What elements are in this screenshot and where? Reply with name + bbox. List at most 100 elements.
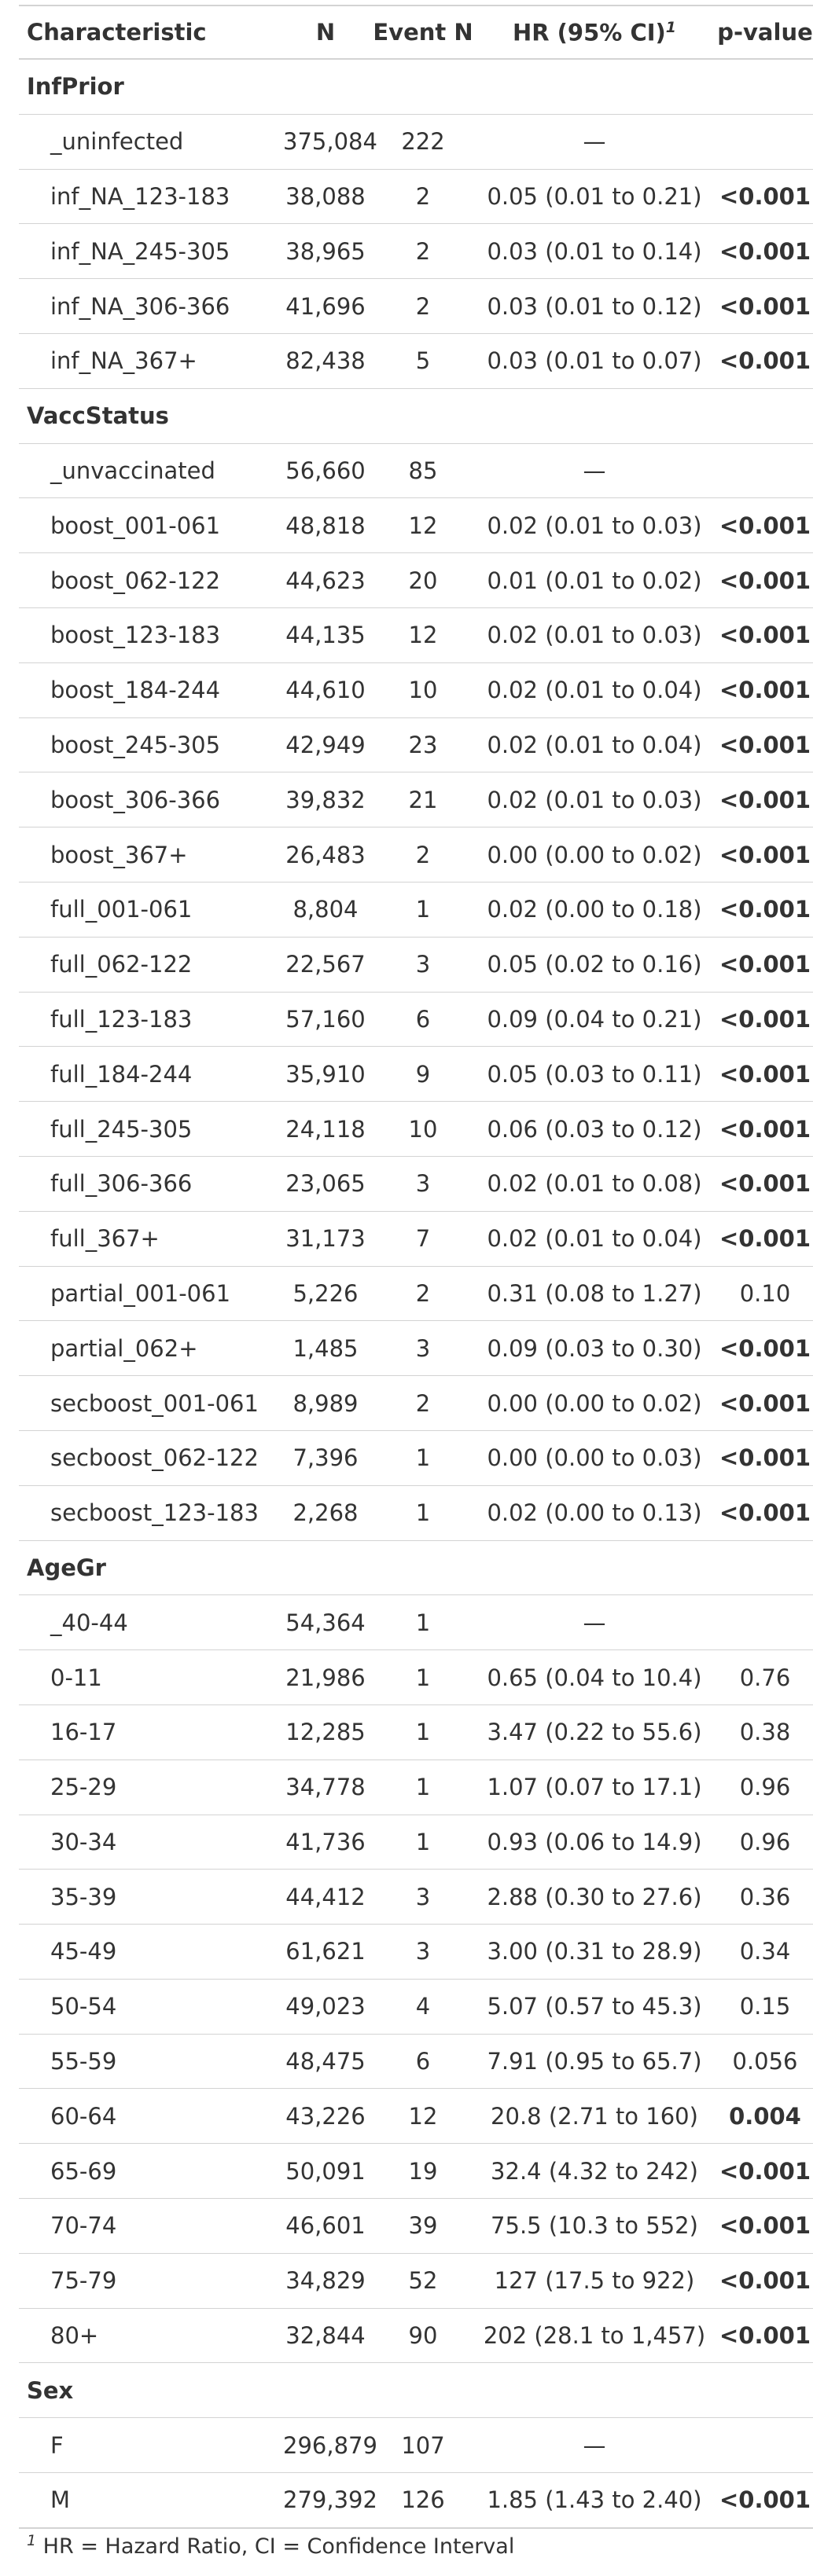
row-p-value: <0.001 [711,1485,813,1541]
row-hr: 5.07 (0.57 to 45.3) [478,1979,711,2035]
row-label: inf_NA_245-305 [19,223,283,280]
row-label: secboost_123-183 [19,1485,283,1541]
row-label: 75-79 [19,2253,283,2309]
table-row: 80+ 32,844 90 202 (28.1 to 1,457) <0.001 [19,2308,813,2364]
row-hr: 0.02 (0.01 to 0.04) [478,717,711,773]
row-n: 41,736 [283,1815,368,1870]
row-p-value: <0.001 [711,1320,813,1377]
row-event-n: 12 [368,607,478,663]
row-n: 57,160 [283,992,368,1048]
row-n: 48,818 [283,497,368,554]
row-event-n: 3 [368,937,478,993]
row-event-n: 3 [368,1924,478,1980]
row-event-n: 2 [368,223,478,280]
table-row: partial_062+ 1,485 3 0.09 (0.03 to 0.30) <0.… [19,1320,813,1377]
row-hr: 0.02 (0.01 to 0.03) [478,497,711,554]
row-n: 38,088 [283,169,368,225]
table-row: boost_123-183 44,135 12 0.02 (0.01 to 0.03)… [19,607,813,663]
table-row: boost_367+ 26,483 2 0.00 (0.00 to 0.02) <0.0… [19,827,813,883]
header-p-value: p-value [711,5,813,60]
row-label: 25-29 [19,1760,283,1815]
row-p-value: 0.96 [711,1815,813,1870]
row-n: 43,226 [283,2088,368,2145]
row-hr: 0.02 (0.01 to 0.04) [478,1211,711,1267]
row-p-value: <0.001 [711,2308,813,2364]
table-row: 70-74 46,601 39 75.5 (10.3 to 552) <0.001 [19,2198,813,2254]
header-row: Characteristic N Event N HR (95% CI)1 p-… [19,5,813,60]
row-hr: — [478,443,711,499]
table-row: 30-34 41,736 1 0.93 (0.06 to 14.9) 0.96 [19,1815,813,1870]
row-label: 80+ [19,2308,283,2364]
table-row: boost_184-244 44,610 10 0.02 (0.01 to 0.04)… [19,662,813,718]
row-event-n: 3 [368,1156,478,1212]
row-p-value: <0.001 [711,2143,813,2200]
row-p-value: 0.38 [711,1704,813,1760]
table-footnote: 1 HR = Hazard Ratio, CI = Confidence Int… [19,2529,813,2559]
row-event-n: 21 [368,772,478,828]
row-label: secboost_062-122 [19,1430,283,1486]
table-row: boost_062-122 44,623 20 0.01 (0.01 to 0.02)… [19,552,813,608]
row-label: 60-64 [19,2088,283,2145]
row-p-value: 0.76 [711,1649,813,1705]
row-event-n: 5 [368,333,478,389]
footnote-text: HR = Hazard Ratio, CI = Confidence Inter… [36,2534,515,2559]
row-label: boost_184-244 [19,662,283,718]
group-header-row: Sex [19,2362,813,2419]
footnote-mark: 1 [27,2531,37,2549]
row-n: 279,392 [283,2472,377,2529]
row-hr: 0.00 (0.00 to 0.02) [478,827,711,883]
row-label: boost_245-305 [19,717,283,773]
row-event-n: 2 [368,827,478,883]
row-hr: 3.47 (0.22 to 55.6) [478,1704,711,1760]
row-event-n: 1 [368,1815,478,1870]
table-row: _unvaccinated 56,660 85— [19,443,813,499]
row-n: 2,268 [283,1485,368,1541]
row-hr: 0.09 (0.04 to 0.21) [478,992,711,1048]
table-row: secboost_123-183 2,268 1 0.02 (0.00 to 0.13… [19,1485,813,1541]
row-label: M [19,2472,283,2529]
row-hr: 7.91 (0.95 to 65.7) [478,2034,711,2090]
row-p-value: <0.001 [711,1375,813,1431]
row-event-n: 1 [368,1704,478,1760]
row-label: full_184-244 [19,1046,283,1103]
row-label: boost_001-061 [19,497,283,554]
row-p-value: <0.001 [711,2253,813,2309]
table-row: inf_NA_367+ 82,438 5 0.03 (0.01 to 0.07) <0.… [19,333,813,389]
header-hr-label: HR (95% CI) [512,19,666,46]
row-event-n: 3 [368,1320,478,1377]
row-event-n: 2 [368,169,478,225]
row-hr: 0.65 (0.04 to 10.4) [478,1649,711,1705]
row-n: 41,696 [283,278,368,334]
table-row: full_001-061 8,804 1 0.02 (0.00 to 0.18) <0.… [19,882,813,938]
row-label: boost_123-183 [19,607,283,663]
row-hr: 0.02 (0.00 to 0.18) [478,882,711,938]
row-event-n: 90 [368,2308,478,2364]
table-row: 16-17 12,285 1 3.47 (0.22 to 55.6) 0.38 [19,1704,813,1760]
row-event-n: 12 [368,497,478,554]
row-p-value [711,1594,813,1651]
table-row: full_123-183 57,160 6 0.09 (0.04 to 0.21) <0… [19,992,813,1048]
row-hr: — [478,2417,711,2474]
row-label: _unvaccinated [19,443,283,499]
row-event-n: 1 [368,1760,478,1815]
row-event-n: 2 [368,278,478,334]
row-p-value: <0.001 [711,333,813,389]
row-n: 49,023 [283,1979,368,2035]
row-p-value: <0.001 [711,662,813,718]
row-hr: 1.85 (1.43 to 2.40) [478,2472,711,2529]
row-p-value: <0.001 [711,827,813,883]
row-event-n: 23 [368,717,478,773]
group-label: InfPrior [19,59,813,115]
row-label: full_245-305 [19,1101,283,1157]
row-event-n: 85 [368,443,478,499]
row-n: 23,065 [283,1156,368,1212]
row-label: full_123-183 [19,992,283,1048]
table-row: boost_306-366 39,832 21 0.02 (0.01 to 0.03)… [19,772,813,828]
row-p-value: 0.15 [711,1979,813,2035]
table-header: Characteristic N Event N HR (95% CI)1 p-… [19,5,813,60]
row-p-value: 0.96 [711,1760,813,1815]
header-hr-footnote-mark: 1 [665,18,677,36]
row-event-n: 126 [368,2472,478,2529]
row-event-n: 10 [368,1101,478,1157]
row-hr: 0.00 (0.00 to 0.02) [478,1375,711,1431]
